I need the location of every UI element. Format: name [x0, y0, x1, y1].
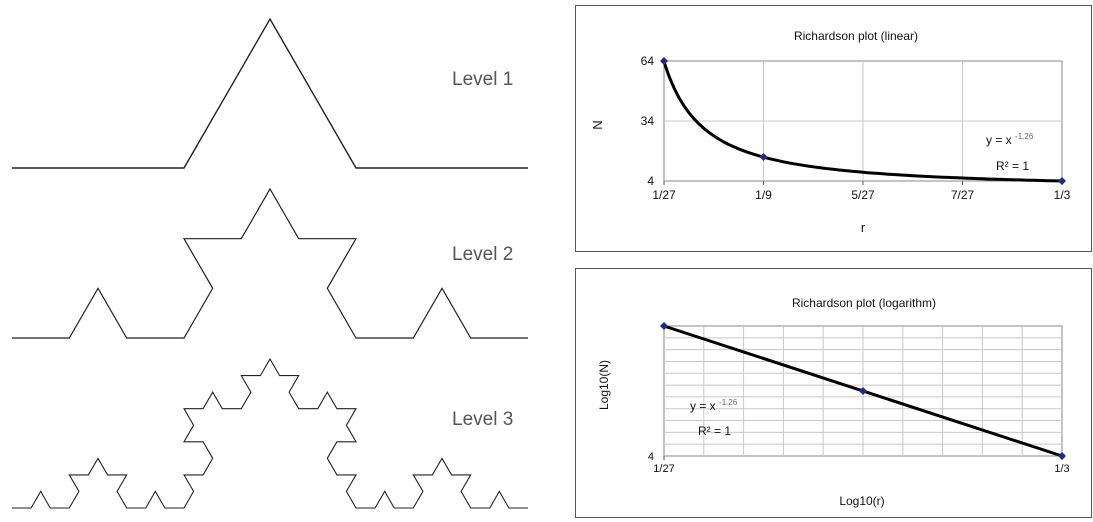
linear-fit-curve: [662, 61, 1063, 183]
richardson-log-chart: Richardson plot (logarithm) 1/27 1/3 4 Lo…: [575, 268, 1092, 518]
linear-data-points: [660, 57, 1066, 185]
x-tick-label: 1/27: [653, 463, 674, 475]
linear-equation-base: y = x: [986, 133, 1012, 147]
linear-y-ticks: 4 34 64: [641, 54, 655, 188]
log-equation-base: y = x: [690, 399, 716, 413]
data-point: [660, 57, 668, 65]
y-tick-label: 34: [641, 114, 655, 128]
koch-curve-level-3: [12, 357, 528, 509]
linear-equation: y = x -1.26: [986, 132, 1034, 147]
log-y-axis-label: Log10(N): [597, 360, 611, 410]
level-3-label: Level 3: [452, 409, 514, 430]
linear-gridlines: [664, 61, 1062, 181]
x-tick-label: 1/3: [1054, 463, 1069, 475]
linear-equation-exponent: -1.26: [1015, 132, 1034, 141]
x-tick-label: 1/9: [755, 188, 772, 202]
y-tick-label: 4: [647, 174, 654, 188]
log-x-ticks: 1/27 1/3: [653, 456, 1070, 475]
y-tick-label: 64: [641, 54, 655, 68]
linear-chart-title: Richardson plot (linear): [794, 29, 918, 43]
linear-y-axis-label: N: [590, 120, 605, 129]
log-equation-exponent: -1.26: [719, 398, 738, 407]
log-equation: y = x -1.26: [690, 398, 738, 413]
linear-r-squared: R² = 1: [996, 159, 1029, 173]
level-1-label: Level 1: [452, 69, 514, 90]
koch-curve-level-2: [12, 187, 528, 339]
data-point: [1058, 177, 1066, 185]
richardson-linear-chart: Richardson plot (linear) 1/27 1/9 5/27 7/27…: [575, 5, 1092, 252]
koch-curve-level-1: [12, 17, 528, 169]
data-point: [1058, 452, 1066, 460]
x-tick-label: 1/27: [652, 188, 676, 202]
log-gridlines: [664, 326, 1062, 456]
data-point: [759, 153, 768, 161]
linear-x-axis-label: r: [861, 220, 866, 235]
log-chart-title: Richardson plot (logarithm): [792, 296, 936, 310]
data-point: [859, 387, 867, 395]
y-tick-label: 4: [648, 451, 654, 463]
level-2-label: Level 2: [452, 244, 514, 265]
linear-x-ticks: 1/27 1/9 5/27 7/27 1/3: [652, 181, 1071, 202]
log-x-axis-label: Log10(r): [839, 494, 884, 508]
log-data-points: [660, 322, 1066, 460]
log-r-squared: R² = 1: [698, 424, 731, 438]
log-y-ticks: 4: [648, 451, 654, 463]
data-point: [660, 322, 668, 330]
x-tick-label: 5/27: [851, 188, 875, 202]
x-tick-label: 7/27: [951, 188, 975, 202]
koch-curve-figure: [12, 17, 528, 509]
x-tick-label: 1/3: [1054, 188, 1071, 202]
